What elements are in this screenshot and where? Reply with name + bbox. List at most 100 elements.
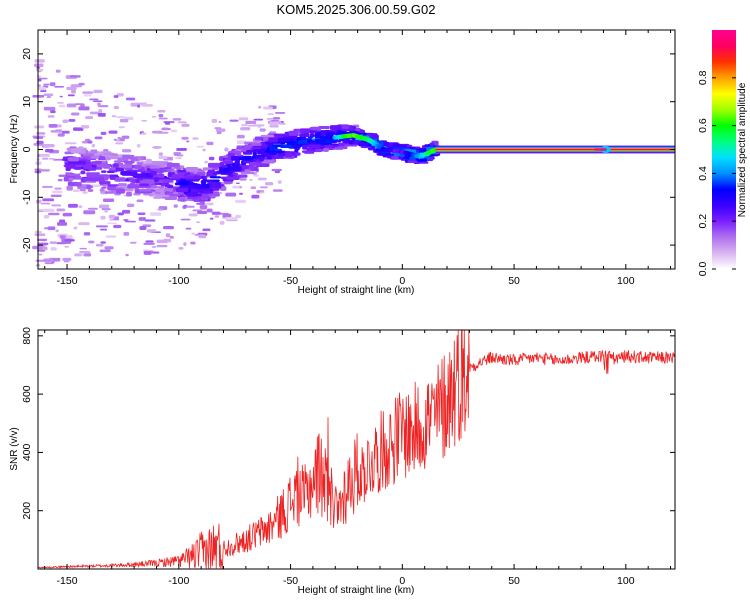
spectrogram-cell: [358, 129, 366, 134]
spectrogram-cell: [44, 262, 54, 265]
spectrogram-cell: [67, 94, 75, 97]
spectrogram-cell: [204, 160, 208, 164]
spectrogram-cell: [207, 162, 221, 168]
spectrogram-cell: [58, 104, 66, 108]
spectrogram-cell: [62, 257, 72, 261]
spectrogram-cell: [391, 155, 399, 160]
spectrogram-cell: [253, 118, 264, 121]
spectrogram-cell: [272, 117, 281, 120]
spectrogram-cell: [355, 127, 361, 132]
spectrogram-cell: [104, 191, 116, 194]
spectrogram-cell: [235, 214, 242, 219]
spectrogram-cell: [163, 226, 174, 230]
spectrogram-cell: [89, 98, 99, 101]
spectrogram-cell: [222, 213, 232, 218]
spectrogram-cell: [171, 174, 185, 179]
spectrogram-cell: [108, 214, 116, 219]
spectrogram-cell: [78, 82, 85, 86]
spectrogram-cell: [273, 134, 288, 137]
colorbar-ticks: 0.0 0.2 0.4 0.6 0.8: [697, 70, 736, 276]
spectrogram-cell: [41, 157, 49, 160]
spectrogram-cell: [348, 140, 354, 145]
spectrogram-cell: [80, 125, 90, 129]
spectrogram-cell: [257, 177, 267, 181]
spectrogram-cell: [156, 239, 168, 244]
spectrogram-cell: [71, 89, 76, 94]
spectrogram-cell: [37, 238, 48, 241]
spectrogram-cell: [212, 179, 220, 183]
spectrogram-cell: [135, 178, 140, 184]
spectrogram-cell: [177, 121, 187, 124]
spectrogram-cell: [250, 143, 262, 147]
spectrogram-cell: [186, 140, 190, 143]
spectrogram-cell: [106, 170, 115, 174]
spectrogram-cell: [82, 191, 88, 194]
spectrogram-cell: [259, 156, 264, 162]
spectrogram-cell: [113, 163, 119, 168]
spectrogram-cell: [236, 134, 245, 139]
spectrogram-cell: [333, 144, 338, 147]
spectrogram-cell: [307, 144, 321, 148]
spectrogram-cell: [182, 205, 187, 209]
spectrogram-cell: [266, 156, 272, 160]
spectrogram-cell: [170, 129, 178, 133]
spectrogram-cell: [98, 204, 110, 209]
spectrogram-cell: [34, 233, 46, 237]
spectrogram-cell: [173, 191, 179, 195]
spectrogram-cell: [69, 75, 81, 78]
spectrogram-cell: [190, 189, 198, 194]
spectrogram-cell: [248, 165, 254, 171]
spectrogram-cell: [99, 174, 109, 177]
spectrogram-cell: [62, 241, 72, 244]
spectrogram-cell: [247, 125, 257, 127]
spectrogram-cell: [79, 187, 86, 192]
spectrogram-cell: [222, 164, 228, 169]
spectrogram-cell: [151, 246, 157, 248]
spectrogram-cell: [100, 241, 106, 244]
spectrogram-cell: [57, 133, 65, 137]
snr-x-tick-label: -50: [283, 575, 298, 587]
spectrogram-cell: [169, 235, 174, 239]
spectrogram-cell: [385, 153, 393, 156]
spectrogram-cell: [80, 177, 87, 183]
spectrogram-cell: [383, 142, 389, 146]
spectrogram-cell: [59, 95, 63, 98]
spectrogram-cell: [87, 140, 93, 144]
spectrogram-cell: [79, 247, 87, 250]
spectrogram-cell: [180, 197, 186, 202]
spectrogram-cell: [139, 188, 152, 192]
spectrogram-cell: [97, 104, 109, 108]
spectrogram-marks: [32, 59, 675, 267]
colorbar-tick-label: 0.4: [697, 166, 709, 181]
spectrogram-cell: [87, 177, 101, 182]
spectrogram-cell: [226, 157, 232, 161]
spectrogram-cell: [43, 258, 54, 263]
spectrogram-cell: [73, 226, 78, 230]
spectrogram-cell: [123, 219, 129, 221]
spectrogram-cell: [42, 143, 55, 148]
spectrogram-cell: [52, 158, 64, 161]
spectrogram-cell: [146, 167, 152, 172]
spectrogram-cell: [213, 172, 219, 175]
spectrogram-cell: [105, 235, 117, 238]
colorbar-tick-label: 0.2: [697, 214, 709, 229]
spectrogram-cell: [288, 130, 299, 136]
spectrogram-cell: [177, 154, 184, 157]
spectrogram-cell: [166, 163, 180, 168]
spectrogram-cell: [235, 182, 240, 184]
spectrogram-cell: [173, 152, 182, 155]
spectrogram-cell: [100, 131, 107, 136]
spectrogram-cell: [180, 181, 188, 186]
spectrogram-cell: [149, 212, 162, 216]
spectrogram-cell: [297, 140, 306, 145]
spectrogram-x-tick-label: -100: [168, 275, 189, 287]
spectrogram-x-tick-label: -50: [283, 275, 298, 287]
spectrogram-cell: [183, 242, 187, 246]
spectrogram-cell: [136, 199, 144, 203]
spectrogram-cell: [227, 152, 235, 158]
spectrogram-cell: [249, 179, 253, 181]
spectrogram-cell: [45, 149, 54, 153]
spectrogram-cell: [145, 240, 154, 243]
spectrogram-cell: [122, 149, 132, 153]
spectrogram-cell: [285, 152, 293, 158]
